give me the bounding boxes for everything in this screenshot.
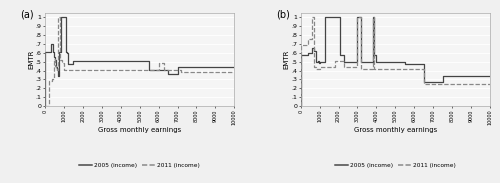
Text: (a): (a) — [20, 9, 34, 19]
Y-axis label: EMTR: EMTR — [28, 50, 34, 69]
X-axis label: Gross monthly earnings: Gross monthly earnings — [98, 127, 182, 133]
Text: (b): (b) — [276, 9, 290, 19]
Y-axis label: EMTR: EMTR — [284, 50, 290, 69]
X-axis label: Gross monthly earnings: Gross monthly earnings — [354, 127, 437, 133]
Legend: 2005 (income), 2011 (income): 2005 (income), 2011 (income) — [332, 161, 458, 170]
Legend: 2005 (income), 2011 (income): 2005 (income), 2011 (income) — [77, 161, 202, 170]
